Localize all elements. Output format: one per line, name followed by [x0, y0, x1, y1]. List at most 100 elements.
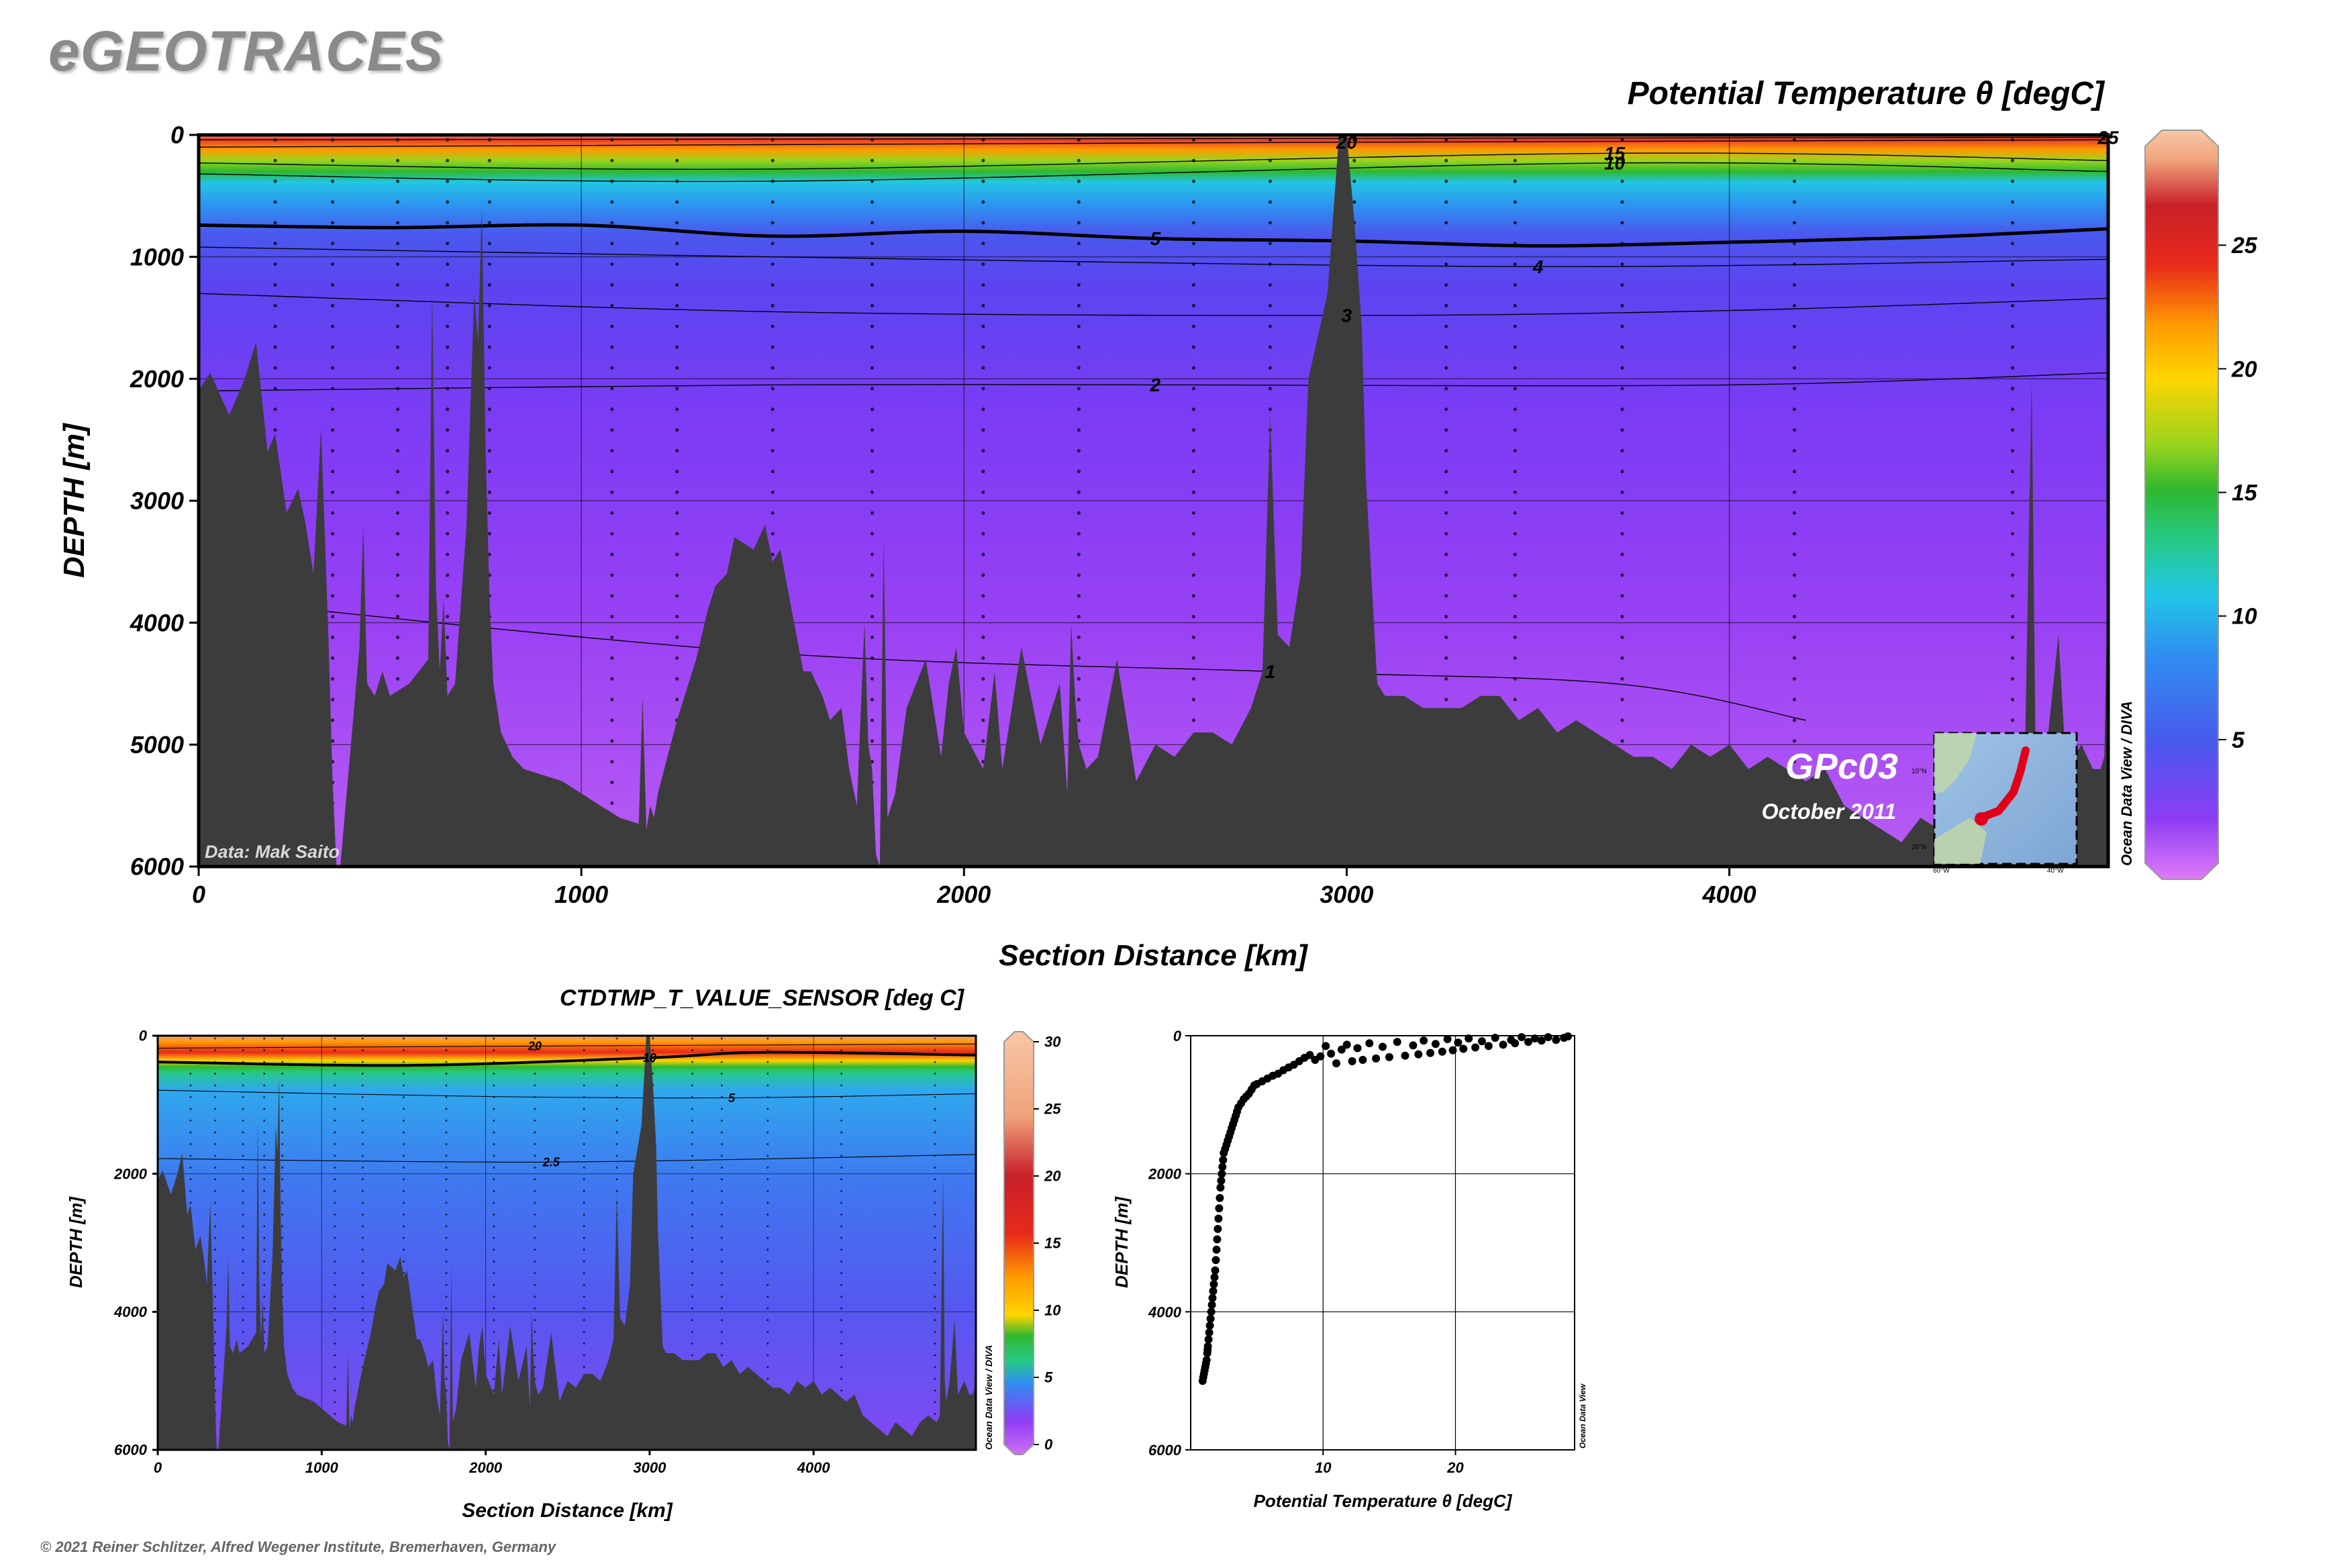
sample-point: [583, 1155, 585, 1157]
scatter-point: [1348, 1057, 1356, 1065]
sample-point: [445, 532, 450, 536]
sample-point: [534, 1155, 536, 1157]
sample-point: [1352, 158, 1356, 162]
sample-point: [2010, 366, 2015, 370]
sample-point: [870, 677, 875, 681]
sample-point: [242, 1049, 244, 1052]
sample-point: [720, 1189, 723, 1192]
sample-point: [361, 1037, 364, 1040]
sample-point: [934, 1155, 936, 1157]
sample-point: [766, 1189, 769, 1192]
sample-point: [934, 1366, 936, 1369]
sample-point: [840, 1178, 843, 1181]
sample-point: [981, 656, 985, 660]
sample-point: [1268, 200, 1272, 204]
sample-point: [610, 448, 614, 453]
sample-point: [534, 1354, 536, 1357]
sample-point: [840, 1248, 843, 1251]
sample-point: [1620, 221, 1624, 225]
sample-point: [445, 1307, 448, 1310]
sample-point: [361, 1260, 364, 1263]
sample-point: [870, 656, 875, 660]
sample-point: [1620, 242, 1624, 246]
scatter-point: [1216, 1183, 1225, 1192]
sample-point: [395, 345, 400, 349]
sample-point: [445, 614, 450, 619]
sample-point: [934, 1389, 936, 1392]
scatter-point: [1332, 1059, 1340, 1068]
sample-point: [870, 760, 875, 764]
sample-point: [1513, 428, 1517, 432]
sensor-x-tick-label: 3000: [633, 1459, 666, 1476]
sample-point: [1792, 760, 1797, 764]
sample-point: [493, 1330, 495, 1333]
sample-point: [1268, 262, 1272, 266]
sample-point: [1077, 262, 1081, 266]
sample-point: [766, 1260, 769, 1263]
sample-point: [214, 1319, 217, 1322]
sample-point: [263, 1037, 266, 1040]
sample-point: [534, 1202, 536, 1204]
main-y-axis-label: DEPTH [m]: [58, 423, 91, 578]
sample-point: [334, 1142, 336, 1145]
sample-point: [840, 1366, 843, 1369]
sample-point: [189, 1202, 192, 1204]
main-y-tick-label: 6000: [130, 853, 184, 881]
sample-point: [870, 573, 875, 577]
sample-point: [934, 1037, 936, 1040]
sample-point: [840, 1295, 843, 1298]
contour-line: [199, 293, 2108, 316]
sample-point: [273, 345, 277, 349]
sample-point: [493, 1108, 495, 1110]
sample-point: [583, 1307, 585, 1310]
sample-point: [445, 1236, 448, 1239]
sample-point: [1792, 303, 1797, 307]
sample-point: [691, 1142, 693, 1145]
scatter-point: [1443, 1035, 1452, 1044]
main-chart-title: Potential Temperature θ [degC]: [1627, 76, 2104, 111]
sample-point: [330, 221, 335, 225]
sample-point: [981, 221, 985, 225]
sample-point: [493, 1366, 495, 1369]
sample-point: [1620, 469, 1624, 474]
sample-point: [2010, 718, 2015, 722]
sample-point: [1792, 532, 1797, 536]
sample-point: [214, 1037, 217, 1040]
sample-point: [1191, 283, 1195, 287]
sample-point: [334, 1342, 336, 1345]
sample-point: [1191, 532, 1195, 536]
sample-point: [214, 1202, 217, 1204]
contour-line: [199, 139, 2108, 148]
sample-point: [493, 1096, 495, 1099]
sample-point: [487, 221, 491, 225]
sample-point: [870, 594, 875, 598]
sample-point: [330, 283, 335, 287]
sample-point: [334, 1061, 336, 1063]
sample-point: [720, 1037, 723, 1040]
sample-point: [1268, 324, 1272, 328]
sample-point: [395, 594, 400, 598]
scatter-point: [1206, 1314, 1215, 1323]
sample-point: [487, 552, 491, 556]
sample-point: [2010, 594, 2015, 598]
sample-point: [1792, 718, 1797, 722]
scatter-point: [1218, 1169, 1226, 1178]
sample-point: [675, 262, 679, 266]
sample-point: [1268, 407, 1272, 411]
sample-point: [273, 138, 277, 142]
sample-point: [870, 532, 875, 536]
sample-point: [691, 1202, 693, 1204]
sample-point: [1792, 677, 1797, 681]
contour-line: [199, 246, 2108, 267]
scatter-point: [1552, 1036, 1561, 1044]
sample-point: [583, 1260, 585, 1263]
sample-point: [445, 1295, 448, 1298]
sensor-colorbar-tick-label: 25: [1044, 1101, 1061, 1118]
sample-point: [273, 366, 277, 370]
sample-point: [691, 1131, 693, 1134]
sample-point: [1191, 138, 1195, 142]
sample-point: [1513, 656, 1517, 660]
sample-point: [361, 1049, 364, 1052]
scatter-y-tick-label: 6000: [1148, 1442, 1182, 1459]
